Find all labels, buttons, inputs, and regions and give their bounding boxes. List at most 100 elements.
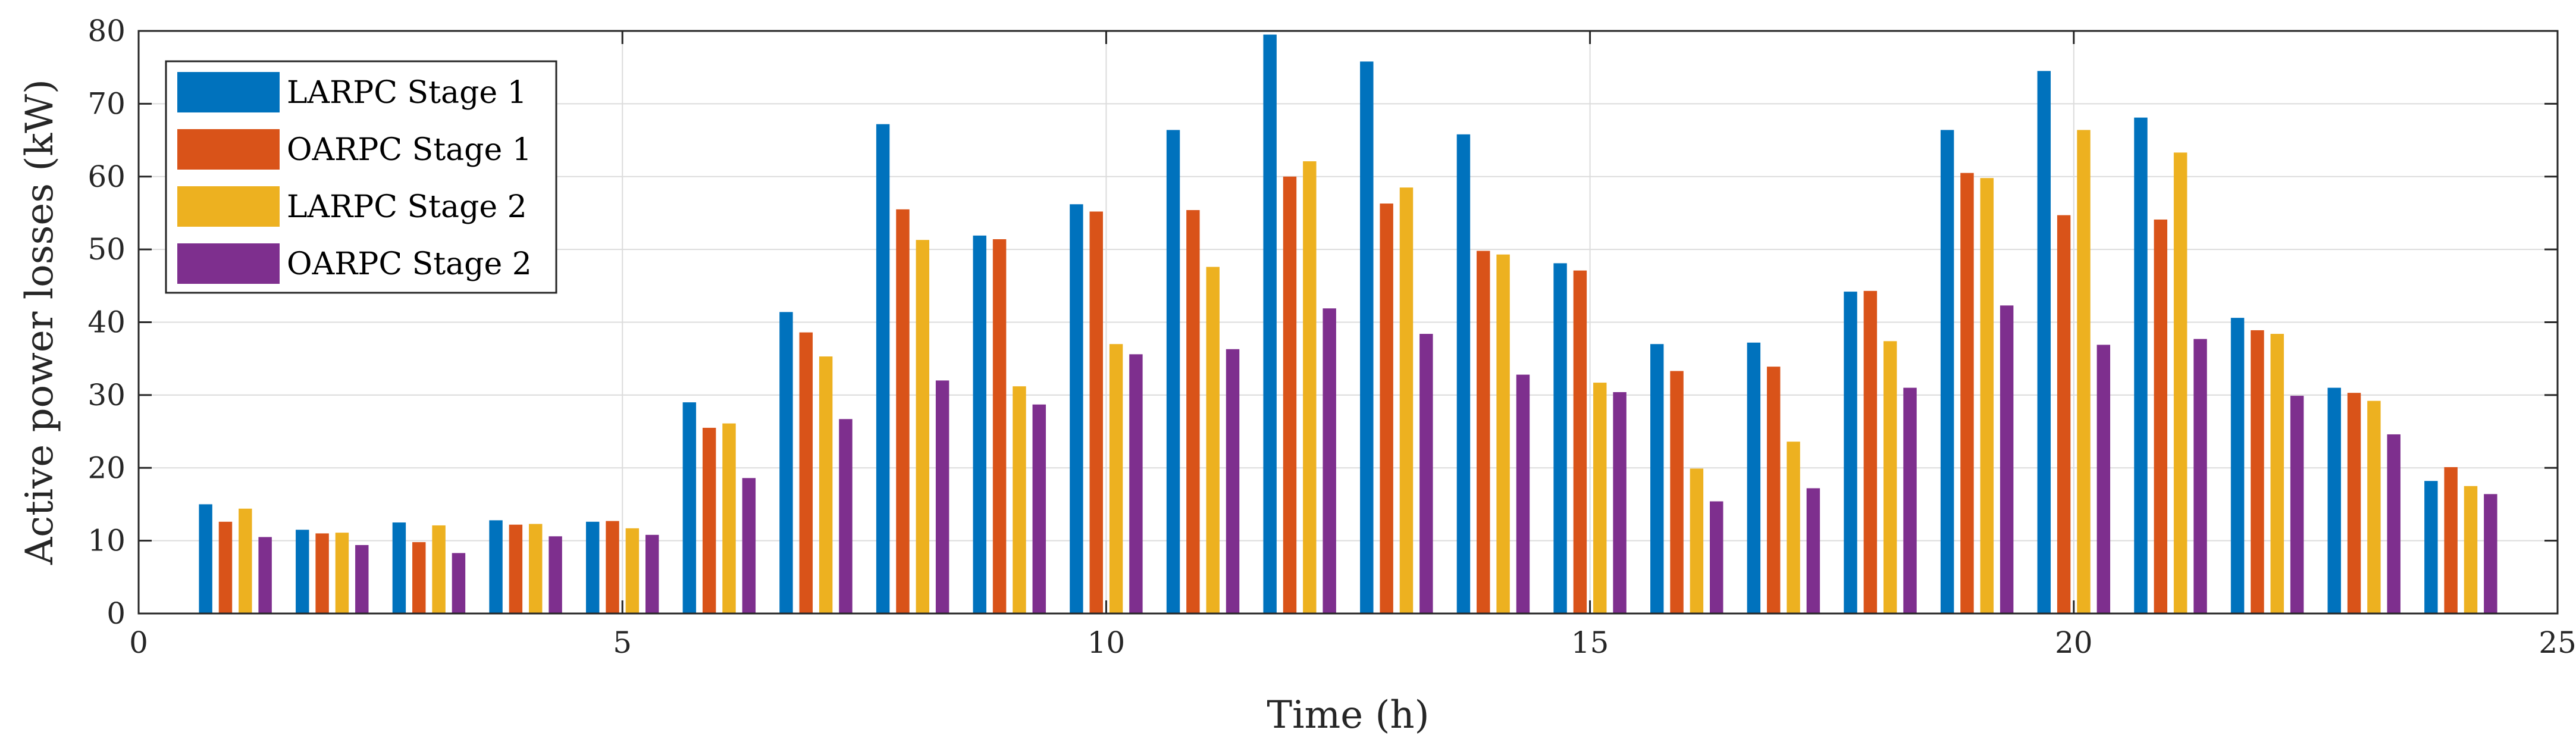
bar-oarpc-stage-1-t14 bbox=[1477, 251, 1490, 613]
bar-larpc-stage-1-t14 bbox=[1456, 134, 1471, 613]
bar-oarpc-stage-1-t7 bbox=[799, 332, 813, 613]
bar-oarpc-stage-1-t22 bbox=[2251, 330, 2264, 613]
bar-oarpc-stage-1-t23 bbox=[2347, 393, 2361, 613]
x-tick-label: 0 bbox=[129, 625, 148, 660]
bar-larpc-stage-1-t3 bbox=[392, 522, 406, 613]
bar-larpc-stage-1-t8 bbox=[876, 124, 890, 613]
bar-larpc-stage-2-t4 bbox=[529, 524, 543, 613]
x-tick-label: 25 bbox=[2539, 625, 2576, 660]
bar-oarpc-stage-2-t3 bbox=[452, 553, 466, 613]
bar-larpc-stage-1-t15 bbox=[1553, 263, 1567, 613]
bar-oarpc-stage-1-t13 bbox=[1380, 204, 1393, 613]
bar-oarpc-stage-2-t6 bbox=[742, 478, 756, 613]
x-axis-title: Time (h) bbox=[1267, 693, 1429, 737]
bar-larpc-stage-1-t22 bbox=[2230, 318, 2245, 613]
bar-larpc-stage-2-t15 bbox=[1593, 383, 1607, 613]
bar-oarpc-stage-1-t21 bbox=[2154, 219, 2167, 613]
bar-larpc-stage-2-t1 bbox=[239, 508, 252, 613]
bar-larpc-stage-2-t3 bbox=[432, 525, 446, 613]
y-tick-label: 60 bbox=[87, 159, 126, 194]
bar-oarpc-stage-1-t4 bbox=[509, 524, 523, 613]
bar-oarpc-stage-1-t6 bbox=[702, 427, 716, 613]
bar-oarpc-stage-2-t13 bbox=[1419, 334, 1433, 613]
y-tick-label: 10 bbox=[87, 524, 126, 558]
x-tick-label: 15 bbox=[1571, 625, 1609, 660]
bar-larpc-stage-2-t20 bbox=[2077, 130, 2091, 613]
y-tick-label: 50 bbox=[87, 232, 126, 267]
bar-oarpc-stage-1-t2 bbox=[315, 533, 329, 613]
bar-larpc-stage-2-t17 bbox=[1787, 442, 1800, 613]
bar-larpc-stage-1-t4 bbox=[489, 520, 503, 613]
bar-larpc-stage-2-t5 bbox=[625, 528, 640, 613]
bar-larpc-stage-2-t6 bbox=[722, 423, 736, 613]
x-tick-label: 10 bbox=[1088, 625, 1126, 660]
y-tick-label: 20 bbox=[87, 450, 126, 485]
bar-larpc-stage-2-t11 bbox=[1206, 267, 1220, 613]
bar-larpc-stage-1-t21 bbox=[2134, 117, 2148, 613]
bar-oarpc-stage-1-t16 bbox=[1670, 371, 1684, 613]
y-axis-title: Active power losses (kW) bbox=[18, 79, 62, 565]
bar-oarpc-stage-1-t9 bbox=[992, 239, 1007, 613]
bar-larpc-stage-2-t2 bbox=[335, 533, 349, 613]
bar-larpc-stage-2-t21 bbox=[2173, 152, 2188, 613]
bar-oarpc-stage-1-t18 bbox=[1863, 290, 1878, 613]
bar-larpc-stage-1-t18 bbox=[1844, 292, 1857, 614]
bar-larpc-stage-2-t16 bbox=[1690, 468, 1704, 613]
bar-larpc-stage-2-t9 bbox=[1013, 386, 1026, 613]
bar-oarpc-stage-2-t22 bbox=[2290, 396, 2304, 613]
legend-swatch-larpc-stage-1 bbox=[177, 72, 280, 112]
bar-larpc-stage-2-t18 bbox=[1883, 341, 1897, 613]
x-tick-label: 5 bbox=[613, 625, 632, 660]
bar-oarpc-stage-2-t19 bbox=[2000, 305, 2014, 613]
bar-oarpc-stage-1-t11 bbox=[1186, 210, 1200, 613]
bar-larpc-stage-2-t24 bbox=[2464, 486, 2478, 613]
bar-oarpc-stage-2-t20 bbox=[2096, 345, 2111, 613]
bar-larpc-stage-1-t17 bbox=[1747, 342, 1761, 613]
bar-larpc-stage-1-t23 bbox=[2327, 387, 2341, 613]
bar-larpc-stage-1-t24 bbox=[2424, 481, 2438, 613]
x-tick-labels: 0 5 10 15 20 25 bbox=[129, 625, 2576, 660]
bar-oarpc-stage-2-t15 bbox=[1613, 392, 1627, 613]
legend: LARPC Stage 1 OARPC Stage 1 LARPC Stage 2 O… bbox=[165, 60, 557, 294]
bar-oarpc-stage-2-t24 bbox=[2484, 494, 2497, 613]
bar-oarpc-stage-2-t16 bbox=[1710, 501, 1723, 613]
bar-larpc-stage-2-t7 bbox=[819, 356, 833, 613]
bar-oarpc-stage-1-t5 bbox=[606, 521, 619, 613]
legend-label: OARPC Stage 2 bbox=[287, 246, 532, 282]
bar-larpc-stage-1-t2 bbox=[296, 530, 309, 613]
bar-oarpc-stage-2-t11 bbox=[1226, 349, 1240, 613]
bar-oarpc-stage-2-t7 bbox=[839, 419, 853, 613]
bar-oarpc-stage-1-t24 bbox=[2444, 467, 2458, 613]
bars bbox=[199, 35, 2497, 614]
bar-oarpc-stage-1-t15 bbox=[1573, 270, 1587, 613]
y-tick-label: 0 bbox=[106, 596, 126, 631]
bar-oarpc-stage-1-t12 bbox=[1283, 176, 1297, 613]
bar-larpc-stage-2-t22 bbox=[2270, 334, 2284, 613]
bar-oarpc-stage-2-t18 bbox=[1903, 387, 1917, 613]
bar-oarpc-stage-1-t10 bbox=[1089, 211, 1103, 613]
legend-label: OARPC Stage 1 bbox=[287, 132, 532, 168]
bar-larpc-stage-1-t16 bbox=[1650, 344, 1664, 613]
legend-swatch-larpc-stage-2 bbox=[177, 186, 280, 227]
bar-oarpc-stage-2-t1 bbox=[258, 537, 272, 613]
bar-oarpc-stage-2-t8 bbox=[935, 380, 949, 613]
bar-larpc-stage-1-t19 bbox=[1940, 130, 1954, 613]
bar-larpc-stage-1-t7 bbox=[779, 312, 793, 613]
y-tick-label: 70 bbox=[87, 86, 126, 121]
bar-larpc-stage-1-t13 bbox=[1360, 61, 1374, 613]
bar-larpc-stage-1-t12 bbox=[1263, 35, 1277, 614]
bar-larpc-stage-1-t5 bbox=[585, 521, 600, 613]
bar-larpc-stage-1-t9 bbox=[973, 235, 986, 613]
bar-larpc-stage-2-t10 bbox=[1109, 344, 1123, 613]
bar-larpc-stage-1-t6 bbox=[682, 402, 697, 613]
bar-larpc-stage-2-t13 bbox=[1399, 187, 1414, 613]
bar-larpc-stage-2-t14 bbox=[1496, 254, 1510, 613]
bar-larpc-stage-2-t23 bbox=[2367, 400, 2381, 613]
y-tick-label: 40 bbox=[87, 305, 126, 340]
bar-larpc-stage-2-t8 bbox=[916, 240, 930, 614]
bar-oarpc-stage-2-t23 bbox=[2387, 434, 2400, 613]
bar-oarpc-stage-2-t5 bbox=[645, 534, 659, 613]
bar-oarpc-stage-2-t17 bbox=[1806, 488, 1820, 613]
bar-larpc-stage-2-t12 bbox=[1303, 161, 1317, 613]
